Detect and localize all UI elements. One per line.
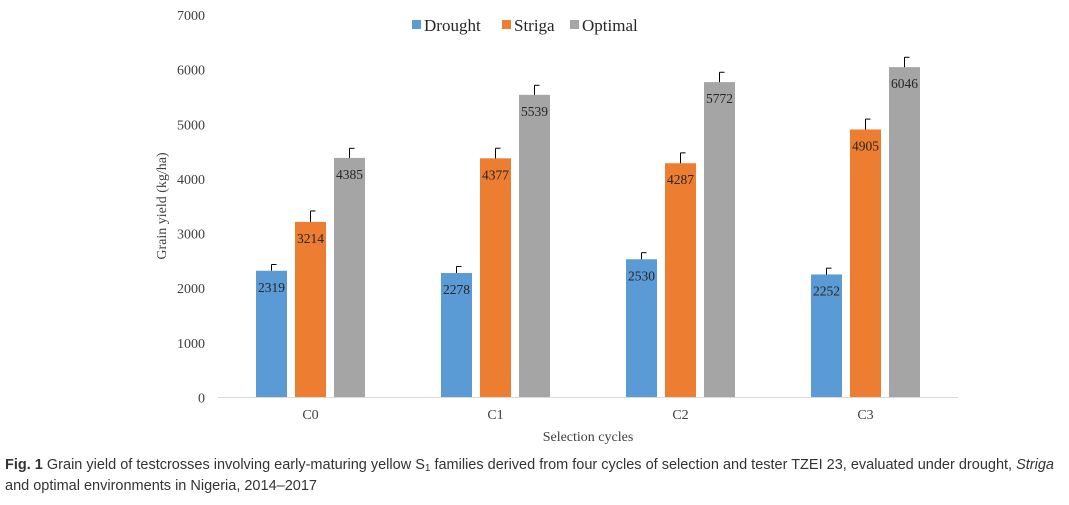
legend-swatch-drought [412,20,421,29]
x-axis-title: Selection cycles [543,430,634,445]
y-tick-label: 4000 [177,173,205,188]
y-tick-label: 0 [198,392,205,407]
x-tick-label: C0 [302,408,318,423]
data-label: 2530 [628,268,655,283]
caption-text-1: Grain yield of testcrosses involving ear… [42,457,425,473]
y-tick-label: 6000 [177,64,205,79]
bar-drought-c0 [256,270,287,398]
data-label: 5772 [706,91,733,106]
y-tick-label: 1000 [177,337,205,352]
grain-yield-bar-chart: 0 1000 2000 3000 4000 5000 6000 7000 2319 2278 253… [155,9,958,445]
bar-striga-c3 [850,129,881,398]
caption-italic-striga: Striga [1016,457,1054,473]
bar-optimal-c3 [889,67,920,398]
legend-label-striga: Striga [514,16,555,35]
caption-text-2: families derived from four cycles of sel… [430,457,1017,473]
data-label: 2278 [443,282,470,297]
bar-striga-c0 [295,221,326,398]
data-label: 3214 [297,231,324,246]
data-label: 6046 [891,76,918,91]
bar-drought-c1 [441,273,472,398]
x-tick-label: C1 [487,408,503,423]
legend-label-drought: Drought [424,16,481,35]
figure-caption: Fig. 1 Grain yield of testcrosses involv… [5,455,1065,497]
y-tick-label: 5000 [177,118,205,133]
legend-swatch-striga [502,20,511,29]
bar-optimal-c1 [519,94,550,398]
data-label: 4287 [667,172,694,187]
caption-label: Fig. 1 [5,457,43,473]
x-tick-label: C2 [672,408,688,423]
legend-label-optimal: Optimal [582,16,638,35]
bar-optimal-c2 [704,82,735,398]
y-tick-label: 7000 [177,9,205,24]
data-label: 2319 [258,280,285,295]
data-label: 4385 [336,167,363,182]
bar-drought-c3 [811,274,842,398]
data-label: 4905 [852,138,879,153]
legend-swatch-optimal [570,20,579,29]
caption-text-3: and optimal environments in Nigeria, 201… [5,478,317,494]
y-tick-label: 2000 [177,282,205,297]
bar-optimal-c0 [334,157,365,398]
caption-subscript: 1 [424,463,431,474]
y-axis-title: Grain yield (kg/ha) [155,152,170,260]
data-label: 4377 [482,167,509,182]
bar-striga-c1 [480,158,511,398]
y-tick-label: 3000 [177,228,205,243]
data-label: 5539 [521,104,548,119]
bar-drought-c2 [626,259,657,398]
bar-striga-c2 [665,163,696,398]
data-label: 2252 [813,283,840,298]
x-tick-label: C3 [857,408,873,423]
